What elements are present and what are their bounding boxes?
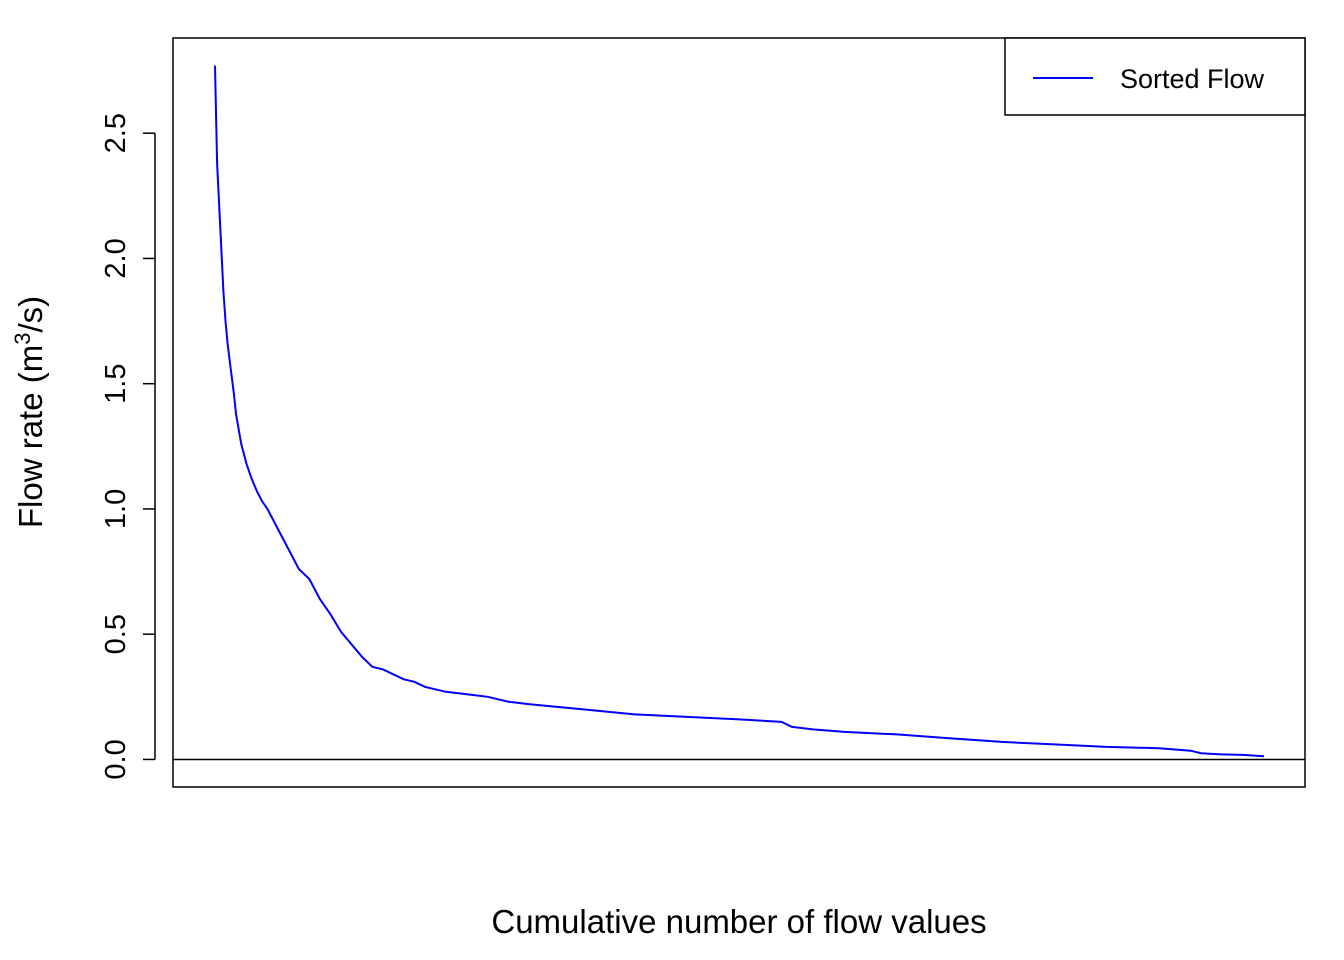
- x-axis-title: Cumulative number of flow values: [491, 903, 986, 940]
- y-axis: 0.0 0.5 1.0 1.5 2.0 2.5: [100, 113, 156, 780]
- y-tick-label: 0.0: [100, 739, 132, 779]
- legend-box: [1004, 37, 1306, 116]
- y-tick-label: 2.0: [100, 238, 132, 278]
- series-points: [214, 65, 1265, 758]
- y-tick-label: 1.5: [100, 364, 132, 404]
- plot-frame: [172, 37, 1306, 788]
- legend: Sorted Flow: [1004, 37, 1306, 116]
- y-tick-label: 0.5: [100, 614, 132, 654]
- y-axis-title: Flow rate (m3/s): [10, 296, 49, 528]
- legend-label-sorted-flow: Sorted Flow: [1120, 64, 1265, 94]
- series-line-sorted-flow: [214, 65, 1265, 758]
- y-tick-label: 1.0: [100, 489, 132, 529]
- y-tick-label: 2.5: [100, 113, 132, 153]
